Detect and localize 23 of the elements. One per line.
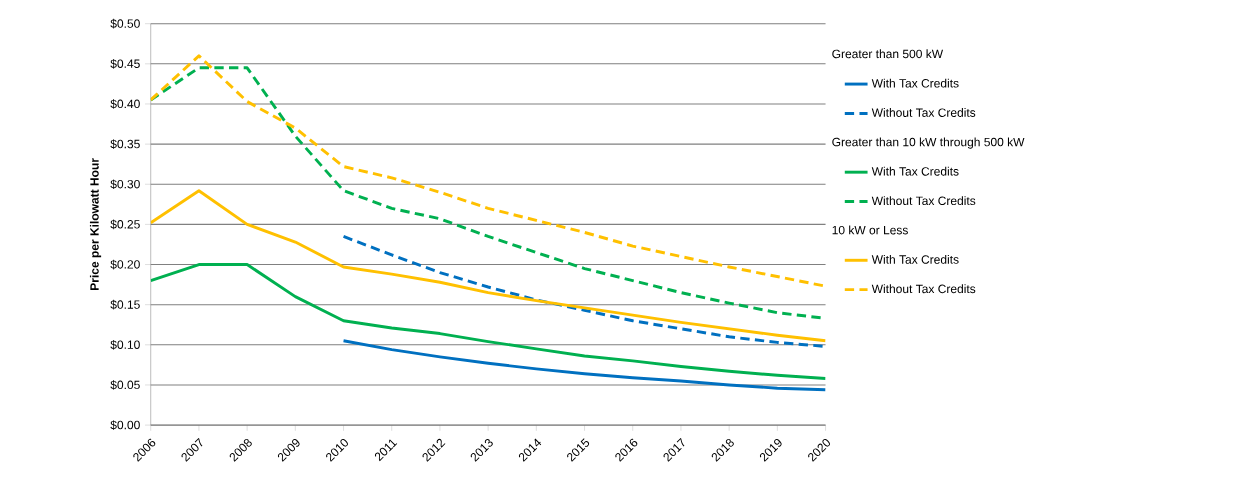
y-tick-label: $0.50 [110, 18, 140, 29]
line-series [342, 339, 826, 392]
text: Greater than 10 kW through 500 kW [832, 137, 1025, 149]
legend-label: Without Tax Credits [871, 108, 976, 117]
y-tick-label: $0.10 [110, 339, 140, 350]
legend-label: Without Tax Credits [871, 284, 976, 294]
y-tick-label: $0.20 [110, 259, 140, 270]
y-tick-label: $0.40 [110, 99, 140, 109]
text: Greater than 500 kW [832, 49, 944, 59]
y-axis-title: Price per Kilowatt Hour [89, 158, 102, 290]
legend-label: With Tax Credits [871, 166, 959, 176]
legend-label: With Tax Credits [871, 254, 959, 264]
y-tick-label: $0.05 [110, 380, 140, 390]
y-tick-label: $0.15 [110, 299, 140, 310]
y-tick-label: $0.30 [110, 179, 140, 190]
line-series [150, 263, 826, 380]
text: 10 kW or Less [832, 225, 908, 235]
y-tick-label: $0.25 [110, 219, 140, 230]
y-tick-label: $0.00 [110, 420, 140, 430]
y-tick-label: $0.45 [110, 58, 140, 69]
legend-label: With Tax Credits [871, 78, 959, 88]
legend-label: Without Tax Credits [871, 196, 976, 205]
y-tick-label: $0.35 [110, 139, 140, 149]
